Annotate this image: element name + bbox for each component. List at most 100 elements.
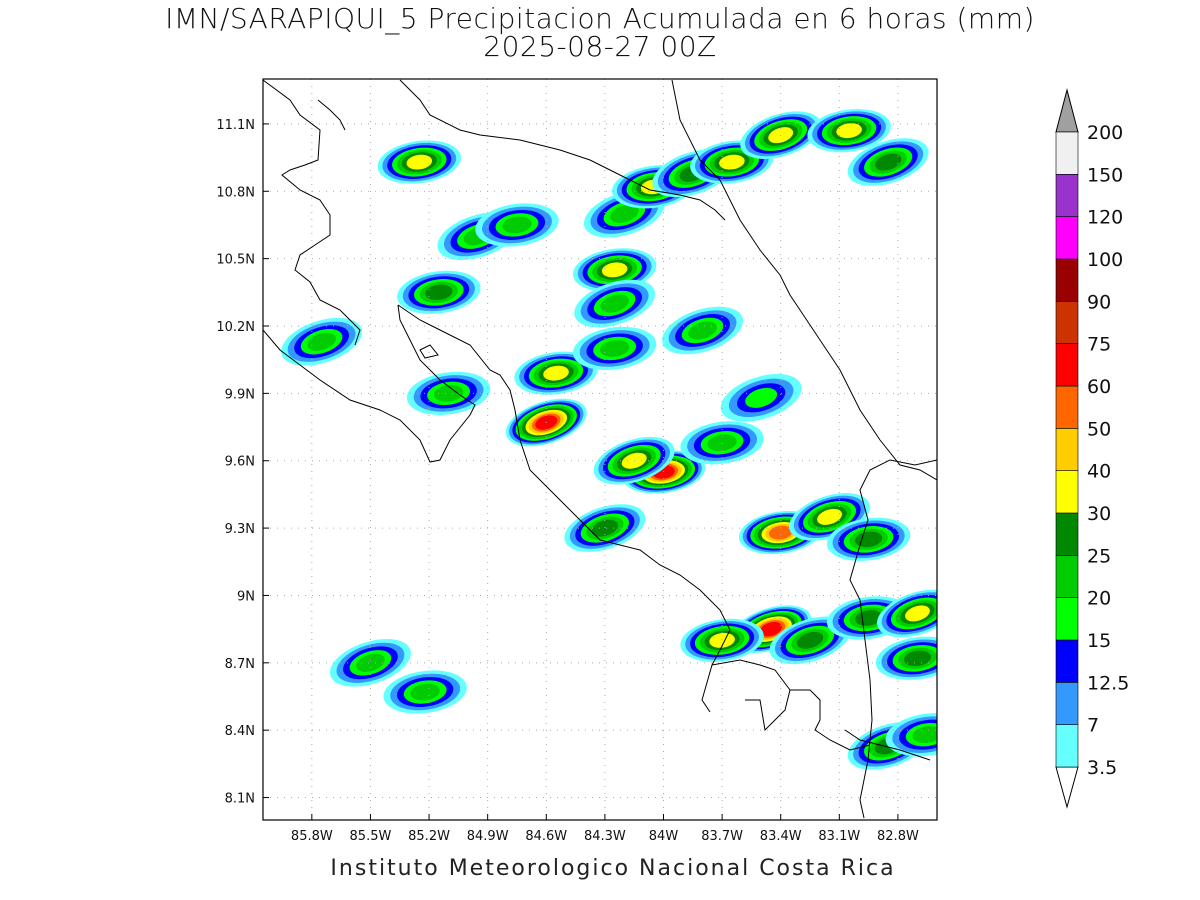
- lake-island: [419, 344, 439, 359]
- legend-swatch: [1055, 385, 1079, 429]
- legend-swatch: [1055, 301, 1079, 344]
- legend-label: 150: [1087, 164, 1123, 186]
- rain-contour-20: [599, 340, 630, 357]
- legend-swatch: [1055, 555, 1079, 598]
- axis-labels: 11.1N 10.8N 10.5N 10.2N 9.9N 9.6N 9.3N 9N 8.7N 8.…: [216, 118, 919, 844]
- rain-contour-30: [905, 605, 930, 622]
- caribbean-coast: [671, 79, 937, 481]
- rain-cell: [383, 670, 467, 714]
- lon-tick-label: 83.7W: [701, 829, 743, 844]
- lon-tick-label: 83.1W: [818, 829, 860, 844]
- rain-contour-30: [709, 632, 735, 648]
- rain-contour-20: [502, 216, 532, 234]
- legend-swatch: [1055, 174, 1079, 217]
- coastline-borders: [263, 79, 937, 819]
- osa-peninsula: [711, 659, 791, 732]
- lon-tick-label: 83.4W: [760, 829, 802, 844]
- rain-cell: [406, 371, 491, 415]
- rain-contour-20: [410, 683, 440, 701]
- legend-label: 30: [1087, 503, 1111, 525]
- lon-tick-label: 84.9W: [467, 829, 509, 844]
- legend-swatch: [1055, 682, 1079, 725]
- rain-contour-60: [759, 621, 782, 637]
- rain-contour-20: [433, 384, 464, 402]
- lat-tick-label: 9.6N: [225, 455, 255, 470]
- legend-label: 25: [1087, 545, 1111, 567]
- rain-cell: [680, 421, 764, 465]
- map-subtitle: 2025-08-27 00Z: [483, 30, 717, 63]
- lat-tick-label: 9.3N: [225, 522, 255, 537]
- rain-cell: [826, 517, 911, 561]
- rain-cell: [720, 374, 802, 422]
- lon-tick-label: 84.3W: [584, 829, 626, 844]
- map-frame: [262, 78, 938, 821]
- rain-cell: [397, 270, 481, 314]
- lon-tick-label: 85.8W: [291, 829, 333, 844]
- rain-contour-50: [769, 525, 793, 540]
- rain-contour-30: [406, 154, 433, 170]
- rain-contour-20: [356, 653, 385, 672]
- rain-cell: [885, 713, 937, 757]
- rain-cell: [281, 317, 363, 366]
- rain-cell: [572, 326, 657, 371]
- rain-cell: [690, 140, 774, 184]
- rain-cell: [807, 109, 891, 153]
- rain-contour-20: [610, 204, 639, 223]
- rain-contour-30: [719, 154, 745, 170]
- burica-coast: [844, 729, 931, 761]
- legend-label: 7: [1087, 715, 1099, 737]
- legend-swatch: [1055, 470, 1079, 514]
- rain-contour-30: [836, 123, 862, 139]
- rain-cell: [574, 279, 656, 328]
- rain-contour-25: [591, 519, 619, 537]
- lat-tick-label: 11.1N: [216, 118, 255, 133]
- rain-cell: [662, 306, 744, 355]
- rain-contour-30: [817, 508, 842, 525]
- nicaragua-costa-rica-border: [399, 79, 726, 221]
- golfito-coast: [790, 689, 871, 751]
- rain-contour-20: [688, 321, 717, 340]
- lon-tick-label: 84.6W: [525, 829, 567, 844]
- legend-swatch: [1055, 216, 1079, 260]
- legend-swatch: [1055, 258, 1079, 302]
- legend-lower-arrow: [1055, 766, 1079, 809]
- rain-cell: [377, 140, 461, 184]
- rain-contour-20: [707, 434, 737, 452]
- map-title: IMN/SARAPIQUI_5 Precipitacion Acumulada …: [165, 2, 1035, 35]
- rain-cell: [680, 618, 764, 662]
- legend-swatch: [1055, 512, 1079, 556]
- lat-tick-label: 10.8N: [216, 185, 255, 200]
- rain-cell: [514, 351, 598, 395]
- rain-contour-25: [874, 153, 902, 171]
- rain-cell: [329, 638, 411, 687]
- rain-contour-25: [425, 284, 453, 301]
- lat-tick-label: 10.2N: [216, 320, 255, 335]
- lon-tick-label: 84W: [649, 829, 679, 844]
- rain-contour-25: [796, 631, 824, 649]
- lat-tick-label: 9.9N: [225, 387, 255, 402]
- rain-contour-25: [855, 531, 883, 548]
- legend-label: 60: [1087, 376, 1111, 398]
- legend-label: 100: [1087, 249, 1123, 271]
- rain-cell: [769, 616, 851, 665]
- lon-tick-label: 82.8W: [877, 829, 919, 844]
- legend-swatch: [1055, 428, 1079, 471]
- rain-contour-30: [543, 365, 569, 381]
- footer-credit: Instituto Meteorologico Nacional Costa R…: [330, 856, 896, 881]
- rain-contour-20: [912, 726, 937, 744]
- legend-swatch: [1055, 639, 1079, 683]
- legend-swatch: [1055, 724, 1079, 768]
- rain-cell: [876, 589, 937, 638]
- rain-contour-30: [601, 262, 628, 278]
- rain-cell: [875, 636, 937, 680]
- legend-label: 120: [1087, 207, 1123, 229]
- nicoya-gulf: [397, 304, 731, 713]
- lon-tick-label: 85.2W: [408, 829, 450, 844]
- legend-label: 200: [1087, 122, 1123, 144]
- legend-swatch: [1055, 131, 1079, 175]
- color-legend: 3.5 7 12.5 15 20 25 30 40 50 60 75 90 100 120 150 200: [1055, 88, 1129, 809]
- legend-label: 90: [1087, 291, 1111, 313]
- lat-tick-label: 8.7N: [225, 657, 255, 672]
- panama-border: [849, 459, 937, 819]
